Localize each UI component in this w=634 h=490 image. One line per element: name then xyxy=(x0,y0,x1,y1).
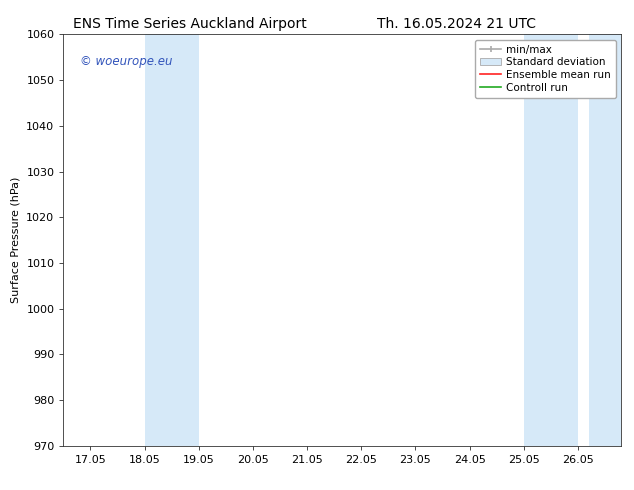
Text: Th. 16.05.2024 21 UTC: Th. 16.05.2024 21 UTC xyxy=(377,17,536,31)
Bar xyxy=(589,34,621,446)
Bar xyxy=(145,34,199,446)
Text: ENS Time Series Auckland Airport: ENS Time Series Auckland Airport xyxy=(74,17,307,31)
Text: © woeurope.eu: © woeurope.eu xyxy=(80,55,172,68)
Y-axis label: Surface Pressure (hPa): Surface Pressure (hPa) xyxy=(11,177,21,303)
Legend: min/max, Standard deviation, Ensemble mean run, Controll run: min/max, Standard deviation, Ensemble me… xyxy=(475,40,616,98)
Bar xyxy=(524,34,578,446)
